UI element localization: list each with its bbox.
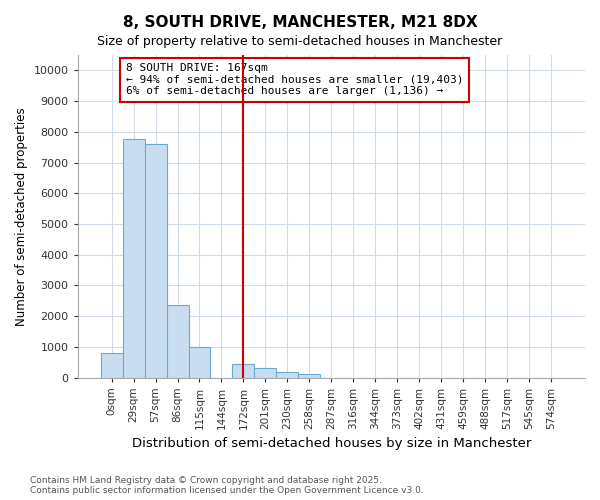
Bar	[232, 364, 254, 378]
Bar	[145, 144, 167, 378]
Bar	[277, 372, 298, 378]
Text: Contains HM Land Registry data © Crown copyright and database right 2025.
Contai: Contains HM Land Registry data © Crown c…	[30, 476, 424, 495]
Text: Size of property relative to semi-detached houses in Manchester: Size of property relative to semi-detach…	[97, 35, 503, 48]
Bar	[298, 374, 320, 378]
X-axis label: Distribution of semi-detached houses by size in Manchester: Distribution of semi-detached houses by …	[131, 437, 531, 450]
Bar	[167, 306, 188, 378]
Bar	[101, 353, 122, 378]
Text: 8, SOUTH DRIVE, MANCHESTER, M21 8DX: 8, SOUTH DRIVE, MANCHESTER, M21 8DX	[122, 15, 478, 30]
Bar	[254, 368, 277, 378]
Text: 8 SOUTH DRIVE: 167sqm
← 94% of semi-detached houses are smaller (19,403)
6% of s: 8 SOUTH DRIVE: 167sqm ← 94% of semi-deta…	[126, 63, 463, 96]
Bar	[188, 347, 211, 378]
Y-axis label: Number of semi-detached properties: Number of semi-detached properties	[15, 107, 28, 326]
Bar	[122, 140, 145, 378]
